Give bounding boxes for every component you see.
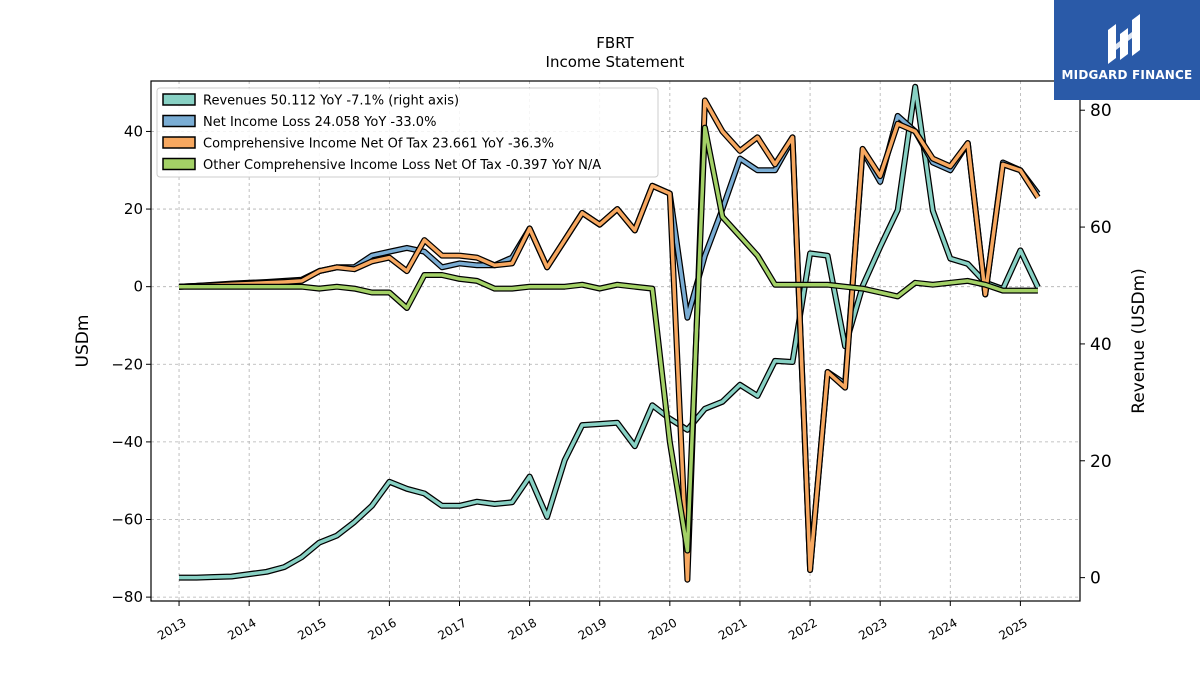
brand-name: MIDGARD FINANCE [1061,68,1193,82]
series-line-3 [179,125,1038,553]
chart-subtitle: Income Statement [546,53,685,71]
series-line-2 [178,98,1040,582]
y-tick-label: 0 [133,278,143,296]
legend: Revenues 50.112 YoY -7.1% (right axis) Ne… [156,87,659,178]
series-line-0 [179,85,1040,580]
legend-swatch [162,136,196,149]
grid-lines [151,81,1080,601]
x-tick-label: 2014 [225,615,258,642]
plot-frame [150,80,1081,602]
brand-logo: MIDGARD FINANCE [1054,0,1200,100]
series-outline-1 [178,112,1041,573]
x-tick-label: 2015 [295,615,328,642]
legend-swatch [162,93,196,106]
x-tick-label: 2016 [365,615,398,642]
left-axis-ticks: −80 −60 −40 −20 0 20 40 [111,122,151,606]
x-tick-label: 2025 [996,615,1029,642]
x-tick-label: 2023 [856,615,889,642]
y-tick-label: 40 [124,122,143,140]
right-axis-ticks: 0 20 40 60 80 [1080,101,1112,589]
x-tick-label: 2022 [786,615,819,642]
chart-title: FBRT [596,34,634,52]
x-tick-label: 2021 [716,615,749,642]
x-tick-label: 2018 [506,615,539,642]
legend-swatch [162,157,196,171]
legend-label: Other Comprehensive Income Loss Net Of T… [203,158,601,173]
y2-axis-label: Revenue (USDm) [1129,268,1149,414]
x-tick-label: 2017 [436,615,469,642]
y-tick-label: −80 [111,588,143,606]
legend-label: Comprehensive Income Net Of Tax 23.661 Y… [203,137,554,152]
x-tick-label: 2013 [155,615,188,642]
y-axis-label: USDm [73,315,93,368]
y2-tick-label: 40 [1090,335,1112,355]
logo-mark-icon [1108,14,1140,64]
x-axis-ticks: 2013 2014 2015 2016 2017 2018 2019 2020 2021 2022… [155,601,1030,643]
legend-box [156,87,659,178]
y-tick-label: −20 [111,355,143,373]
y2-tick-label: 60 [1090,218,1112,238]
y-tick-label: −40 [111,433,143,451]
x-tick-label: 2020 [646,615,679,642]
legend-label: Revenues 50.112 YoY -7.1% (right axis) [203,94,459,109]
y2-tick-label: 80 [1090,101,1112,121]
legend-swatch [162,114,196,128]
x-tick-label: 2024 [926,615,959,642]
series-line-1 [178,114,1040,572]
y2-tick-label: 0 [1090,569,1101,589]
y2-tick-label: 20 [1090,452,1112,472]
series-lines [178,83,1041,583]
legend-label: Net Income Loss 24.058 YoY -33.0% [203,115,436,130]
y-tick-label: 20 [124,200,143,218]
y-tick-label: −60 [111,511,143,529]
series-outline-3 [179,124,1038,554]
x-tick-label: 2019 [576,615,609,642]
